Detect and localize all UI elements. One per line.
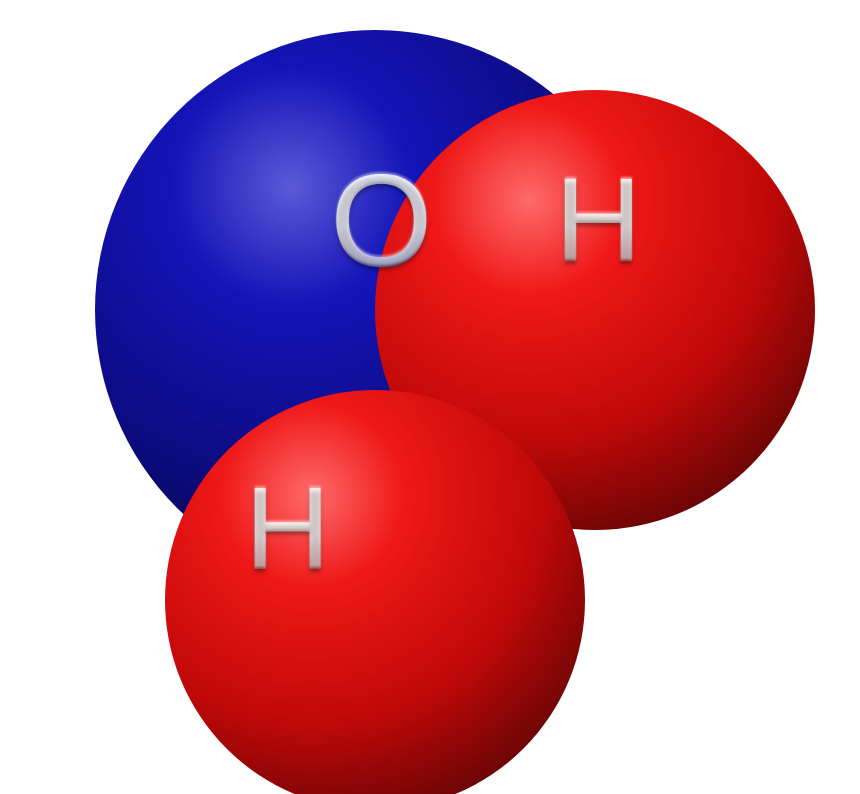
molecule-diagram: O H H bbox=[0, 0, 860, 794]
atom-hydrogen-2 bbox=[165, 390, 585, 794]
